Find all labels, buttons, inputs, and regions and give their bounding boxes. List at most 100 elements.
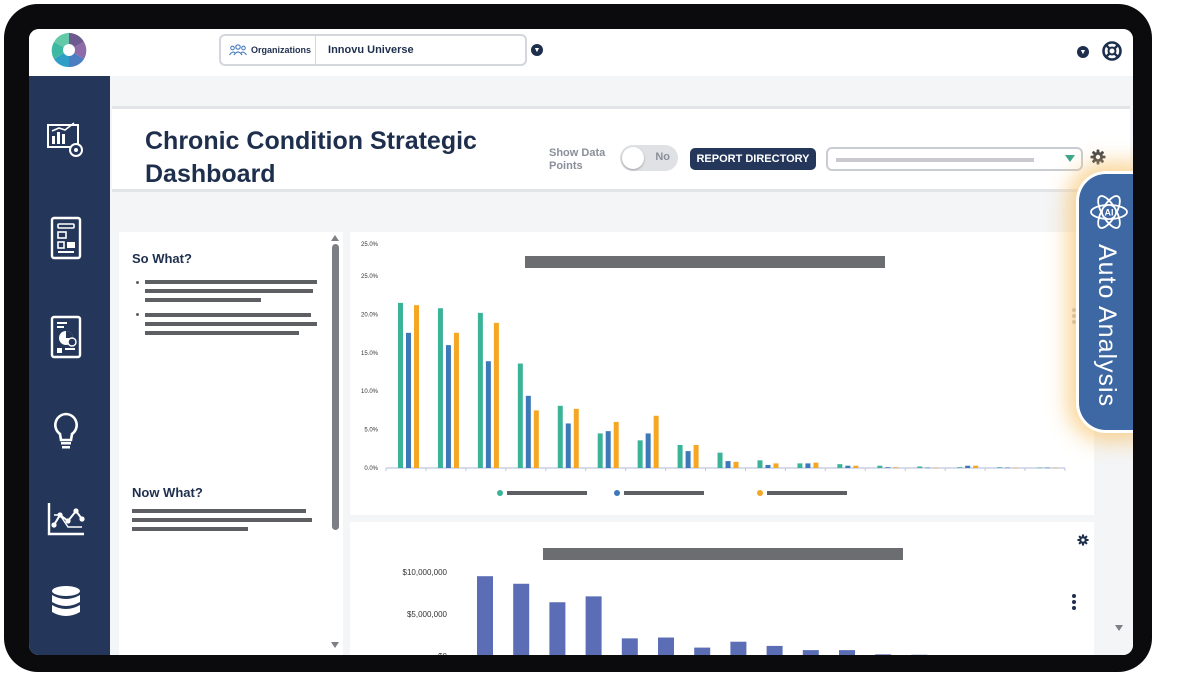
sidebar-item-insights[interactable] xyxy=(45,408,87,454)
chart-bar xyxy=(645,433,651,468)
chart-bar xyxy=(925,467,931,469)
redacted-text-line xyxy=(132,509,306,513)
chart-bar xyxy=(437,308,443,468)
lifebuoy-help-icon[interactable] xyxy=(1102,41,1122,61)
device-frame: Organizations Innovu Universe ▼ ▼ xyxy=(4,4,1152,672)
chart-bar xyxy=(406,332,411,468)
redacted-chart-title xyxy=(525,256,885,268)
chart-bar xyxy=(757,460,763,468)
dashboard-analytics-icon xyxy=(47,122,83,157)
notes-scrollbar[interactable] xyxy=(332,244,339,530)
scroll-down-arrow-icon[interactable] xyxy=(331,642,339,648)
chart-bar xyxy=(805,463,811,468)
redacted-text-line xyxy=(145,322,317,326)
sidebar-item-dashboards[interactable] xyxy=(45,116,87,162)
organizations-label-box: Organizations xyxy=(221,36,317,64)
chart-bar xyxy=(533,410,539,468)
sidebar xyxy=(29,76,110,655)
redacted-chart-title xyxy=(543,548,903,560)
chart-bar xyxy=(1053,467,1059,469)
redacted-text-line xyxy=(145,289,313,293)
page-scroll-down-icon[interactable] xyxy=(1115,625,1123,631)
report-directory-button[interactable]: REPORT DIRECTORY xyxy=(690,148,816,170)
network-graph-icon xyxy=(47,503,85,536)
chart-bar xyxy=(597,433,603,468)
app-logo-icon[interactable] xyxy=(51,32,87,68)
ai-atom-icon: AI xyxy=(1090,195,1128,229)
chart-bar xyxy=(477,576,493,655)
sidebar-item-reports[interactable] xyxy=(45,215,87,261)
chart-bar xyxy=(485,361,491,468)
chart-bar xyxy=(837,464,843,468)
chart-kebab-menu-icon[interactable] xyxy=(1072,594,1076,612)
show-data-points-label: Show Data Points xyxy=(549,147,606,172)
chart-bar xyxy=(933,467,939,469)
legend-label-bar xyxy=(767,491,847,495)
chart-bar xyxy=(653,415,659,468)
legend-label-bar xyxy=(624,491,704,495)
chart-bar xyxy=(694,647,711,655)
select-caret-icon xyxy=(1065,155,1075,162)
chart-bar xyxy=(549,602,566,655)
chart-bar xyxy=(414,305,419,468)
app-screen: Organizations Innovu Universe ▼ ▼ xyxy=(29,29,1133,655)
main-content: Chronic Condition Strategic Dashboard Sh… xyxy=(110,76,1133,655)
account-dropdown-chevron-icon[interactable]: ▼ xyxy=(1077,46,1089,58)
chart-settings-gear-icon[interactable] xyxy=(1077,534,1089,546)
chart-bar xyxy=(1005,467,1011,469)
chart-bar xyxy=(525,395,531,468)
chart-bar xyxy=(802,650,819,655)
toggle-state-label: No xyxy=(655,151,670,163)
chart-bar xyxy=(893,467,899,468)
chart-bar xyxy=(637,440,643,468)
chart-bar xyxy=(398,302,403,468)
bullet-dot xyxy=(136,313,139,316)
chart-bar xyxy=(730,641,747,655)
y-tick-label: 0.0% xyxy=(364,466,378,472)
toggle-knob xyxy=(622,147,644,169)
redacted-text-line xyxy=(132,518,312,522)
auto-analysis-tab[interactable]: AI Auto Analysis xyxy=(1076,171,1133,433)
chart-bar xyxy=(845,465,851,468)
y-tick-label: 10.0% xyxy=(361,389,379,395)
now-what-heading: Now What? xyxy=(132,485,203,500)
chart-bar xyxy=(693,444,699,468)
y-tick-label: 20.0% xyxy=(361,312,379,318)
chart-bar xyxy=(493,322,499,468)
sidebar-item-analytics[interactable] xyxy=(45,496,87,542)
people-group-icon xyxy=(229,44,247,56)
redacted-text-line xyxy=(145,313,311,317)
chart-bar xyxy=(965,465,971,468)
chart-bar xyxy=(605,431,611,468)
y-tick-label: $5,000,000 xyxy=(407,610,448,619)
chart-bar xyxy=(885,467,891,468)
redacted-text-line xyxy=(145,331,299,335)
legend-marker xyxy=(757,490,763,496)
chart-bar xyxy=(875,654,892,655)
sidebar-item-data[interactable] xyxy=(45,581,87,627)
chart-bar xyxy=(766,645,783,655)
chart-bar xyxy=(773,463,779,468)
sidebar-item-financial-reports[interactable] xyxy=(45,314,87,360)
scroll-up-arrow-icon[interactable] xyxy=(331,235,339,241)
y-tick-label: 5.0% xyxy=(364,428,378,434)
chart-bar xyxy=(557,405,563,468)
chart-bar xyxy=(445,345,451,468)
show-data-points-toggle[interactable]: No xyxy=(620,145,678,171)
organizations-label: Organizations xyxy=(251,45,312,55)
chart-bar xyxy=(1037,467,1043,469)
y-tick-label: 25.0% xyxy=(361,242,379,248)
chart-bar xyxy=(997,467,1003,468)
chart-menu-icon[interactable] xyxy=(1072,308,1076,326)
legend-label-bar xyxy=(507,491,587,495)
lightbulb-icon xyxy=(54,412,78,449)
chart-bar xyxy=(725,461,731,468)
organization-dropdown-chevron-icon[interactable]: ▼ xyxy=(531,44,543,56)
chart-bar xyxy=(917,466,923,468)
y-tick-label: 25.0% xyxy=(361,274,379,280)
dashboard-settings-gear-icon[interactable] xyxy=(1090,149,1106,165)
chart-bar xyxy=(957,467,963,468)
report-select-dropdown[interactable] xyxy=(826,147,1083,171)
redacted-text-line xyxy=(145,298,261,302)
organization-selector[interactable]: Organizations Innovu Universe xyxy=(219,34,527,66)
